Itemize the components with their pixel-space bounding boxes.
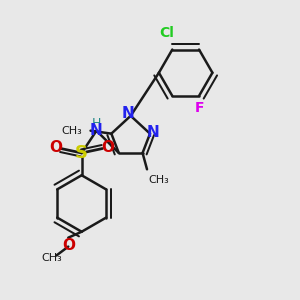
Text: F: F [194, 101, 204, 116]
Text: N: N [90, 123, 103, 138]
Text: N: N [121, 106, 134, 121]
Text: O: O [49, 140, 62, 154]
Text: Cl: Cl [159, 26, 174, 40]
Text: CH₃: CH₃ [61, 126, 82, 136]
Text: CH₃: CH₃ [41, 254, 62, 263]
Text: O: O [62, 238, 75, 253]
Text: O: O [101, 140, 114, 154]
Text: CH₃: CH₃ [148, 175, 169, 185]
Text: H: H [92, 117, 101, 130]
Text: S: S [75, 144, 88, 162]
Text: N: N [147, 125, 159, 140]
